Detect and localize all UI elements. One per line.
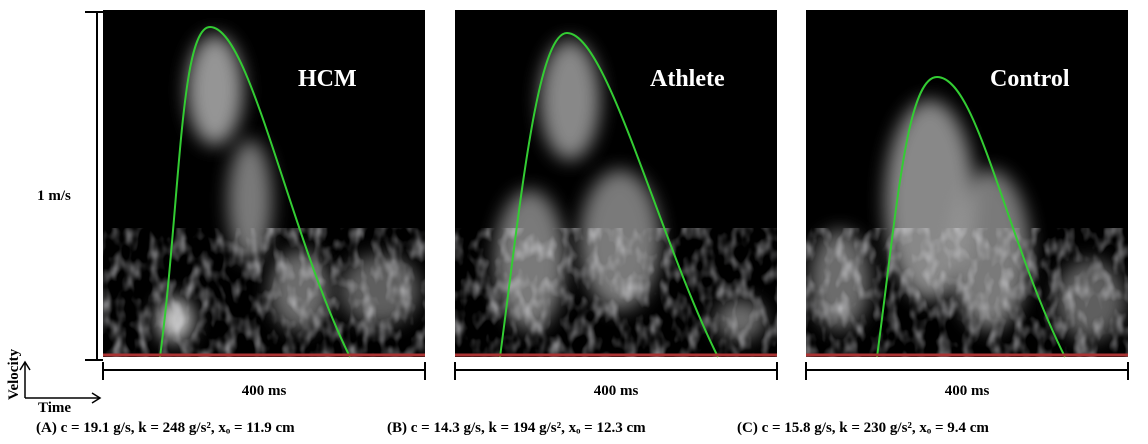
- scale-label: 1 m/s: [37, 188, 71, 204]
- caption: (A) c = 19.1 g/s, k = 248 g/s², xₒ = 11.…: [36, 420, 295, 436]
- axis-arrows: [19, 360, 102, 404]
- panel-label: Athlete: [650, 66, 725, 92]
- scale-bar: [454, 362, 778, 380]
- signal-blob: [540, 40, 600, 160]
- scale-bar: [805, 362, 1129, 380]
- envelope-curve: [499, 31, 719, 358]
- scale-bar: [102, 362, 426, 380]
- panel: HCM 400 ms (A) c = 19.1 g/s, k = 248 g/s²,…: [36, 10, 426, 436]
- scale-label: 400 ms: [594, 383, 639, 399]
- panel: Control 400 ms (C) c = 15.8 g/s, k = 230 g…: [737, 10, 1129, 436]
- scale-label: 400 ms: [945, 383, 990, 399]
- velocity-axis: [85, 11, 103, 361]
- scale-label: 400 ms: [242, 383, 287, 399]
- caption: (B) c = 14.3 g/s, k = 194 g/s², xₒ = 12.…: [387, 420, 646, 436]
- envelope-curve: [159, 25, 351, 358]
- envelope-curve: [876, 75, 1066, 358]
- speckle: [103, 240, 425, 357]
- caption: (C) c = 15.8 g/s, k = 230 g/s², xₒ = 9.4…: [737, 420, 989, 436]
- speckle: [806, 240, 1128, 357]
- signal-blob: [228, 140, 272, 260]
- panel: Athlete 400 ms (B) c = 14.3 g/s, k = 194 g…: [387, 10, 778, 436]
- signal: [455, 40, 777, 357]
- speckle: [455, 240, 777, 357]
- panel-label: Control: [990, 66, 1070, 92]
- signal: [103, 35, 425, 357]
- signal-blob: [187, 35, 243, 145]
- panel-label: HCM: [298, 66, 357, 92]
- signal: [806, 100, 1128, 357]
- y-axis-label: Velocity: [6, 348, 22, 400]
- x-axis-label: Time: [38, 400, 71, 416]
